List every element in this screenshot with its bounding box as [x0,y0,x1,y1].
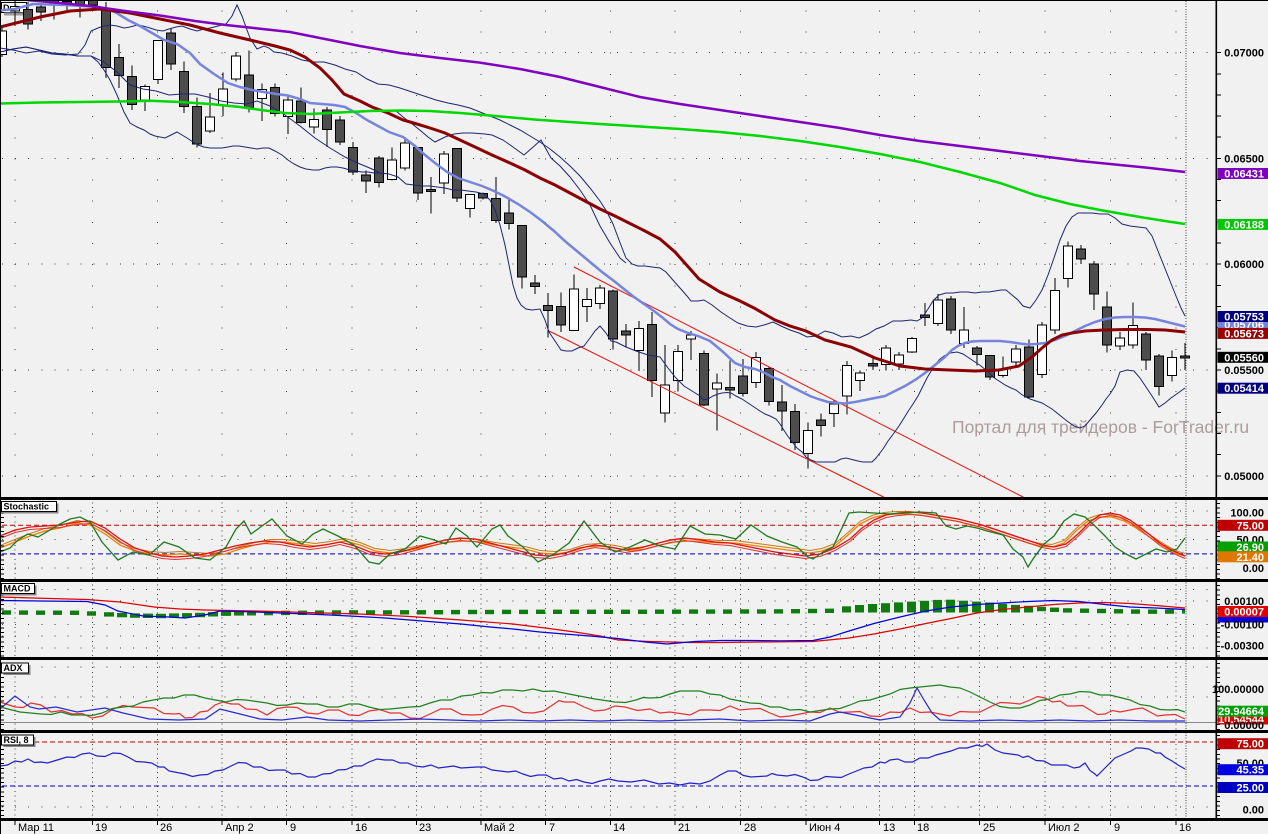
svg-text:0.06188: 0.06188 [1224,219,1264,231]
svg-text:0.05753: 0.05753 [1224,312,1264,324]
svg-text:Dai: Dai [3,3,17,13]
svg-text:100.00000: 100.00000 [1212,684,1264,696]
svg-text:0.00100: 0.00100 [1224,596,1264,608]
svg-text:23: 23 [419,822,431,834]
svg-text:13: 13 [883,822,895,834]
svg-text:0.07000: 0.07000 [1224,48,1264,60]
svg-text:21: 21 [678,822,690,834]
svg-text:0.06500: 0.06500 [1224,153,1264,165]
svg-text:-0.00300: -0.00300 [1221,641,1264,653]
svg-text:MACD: MACD [4,584,31,594]
svg-text:75.00: 75.00 [1236,520,1264,532]
svg-text:26: 26 [160,822,172,834]
svg-text:29.94664: 29.94664 [1218,706,1265,718]
svg-text:0.05000: 0.05000 [1224,471,1264,483]
svg-text:26.90: 26.90 [1236,542,1264,554]
svg-text:75.00: 75.00 [1236,739,1264,751]
svg-text:Мар 11: Мар 11 [18,822,54,834]
svg-text:10.54544: 10.54544 [1218,714,1265,726]
svg-text:18: 18 [917,822,929,834]
svg-text:Портал для трейдеров - ForTrad: Портал для трейдеров - ForTrader.ru [952,417,1249,437]
svg-text:16: 16 [355,822,367,834]
svg-text:9: 9 [1114,822,1120,834]
svg-text:0.00000: 0.00000 [1224,720,1264,732]
svg-text:19: 19 [95,822,107,834]
svg-text:RSI, 8: RSI, 8 [4,735,29,745]
svg-text:16: 16 [1179,822,1191,834]
svg-text:Май 2: Май 2 [484,822,515,834]
svg-text:0.05414: 0.05414 [1224,383,1265,395]
svg-text:25: 25 [983,822,995,834]
svg-text:25.00: 25.00 [1236,783,1264,795]
svg-text:Июн 4: Июн 4 [809,822,840,834]
svg-text:21.40: 21.40 [1236,552,1264,564]
svg-text:0.00: 0.00 [1243,804,1264,816]
svg-text:0.05560: 0.05560 [1224,352,1264,364]
svg-text:7: 7 [549,822,555,834]
svg-text:-0.00100: -0.00100 [1221,620,1264,632]
svg-text:9: 9 [290,822,296,834]
svg-text:0.05673: 0.05673 [1224,328,1264,340]
svg-text:14: 14 [613,822,625,834]
svg-text:28: 28 [744,822,756,834]
svg-text:ADX: ADX [4,663,23,673]
svg-text:0.06000: 0.06000 [1224,259,1264,271]
svg-text:Stochastic: Stochastic [4,502,50,512]
svg-text:45.35: 45.35 [1236,765,1264,777]
svg-text:0.05500: 0.05500 [1224,365,1264,377]
svg-text:Июл 2: Июл 2 [1048,822,1080,834]
svg-text:0.00007: 0.00007 [1224,607,1264,619]
svg-text:100.00: 100.00 [1230,508,1264,520]
svg-text:0.06431: 0.06431 [1224,169,1264,181]
svg-text:Апр 2: Апр 2 [225,822,254,834]
svg-text:0.00: 0.00 [1243,563,1264,575]
